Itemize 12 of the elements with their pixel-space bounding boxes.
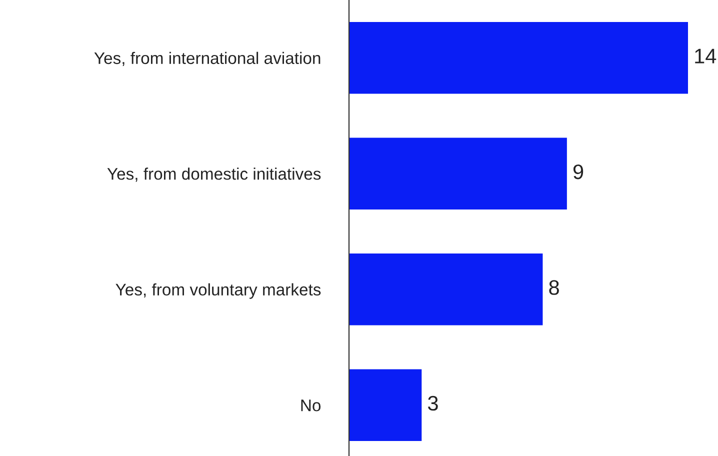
bar: [349, 253, 543, 326]
bar: [349, 22, 688, 94]
y-tick-label: Yes, from voluntary markets: [116, 283, 321, 299]
data-label: 3: [428, 396, 438, 411]
data-label: 14: [695, 48, 716, 64]
bar: [349, 369, 422, 441]
data-label: 8: [549, 280, 559, 295]
y-tick-label: Yes, from domestic initiatives: [107, 168, 321, 182]
bar: [349, 138, 567, 210]
data-label: 9: [573, 164, 584, 180]
y-tick-label: No: [301, 400, 321, 412]
y-tick-label: Yes, from international aviation: [94, 52, 320, 66]
